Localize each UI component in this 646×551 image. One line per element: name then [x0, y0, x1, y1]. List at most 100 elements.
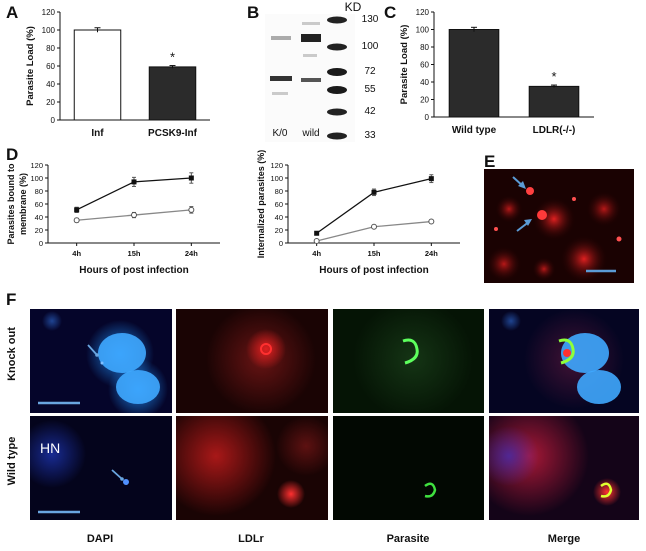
y-tick-label: 120	[42, 8, 56, 17]
y-axis-label-line: Parasites bound to	[6, 163, 16, 245]
x-tick-label: 15h	[128, 249, 141, 258]
y-tick-label: 80	[275, 187, 283, 196]
y-tick-label: 0	[425, 113, 430, 122]
point-open	[371, 223, 377, 230]
micrograph-knockout-parasite	[333, 309, 484, 413]
y-axis-label: Parasite Load (%)	[25, 26, 36, 106]
row-label-wild-type: Wild type	[6, 436, 18, 486]
x-tick-label: 4h	[312, 249, 321, 258]
blot-marker-55: 55	[364, 84, 376, 95]
panel-letter-b: B	[247, 3, 260, 22]
blot-bands	[270, 16, 347, 140]
x-tick-label: 24h	[425, 249, 438, 258]
blot-lane-k0: K/0	[272, 128, 288, 139]
micrograph-knockout-ldlr	[176, 309, 328, 413]
chart-a: 0 20 40 60 80 100 120 Inf PCSK9-Inf * Parasite Loa…	[25, 8, 210, 139]
western-blot	[265, 14, 355, 142]
y-tick-label: 40	[46, 80, 55, 89]
point-filled	[314, 230, 320, 236]
column-label-ldlr: LDLr	[238, 533, 264, 545]
bar-PCSK9-Inf	[148, 66, 197, 121]
blot-marker-42: 42	[364, 106, 376, 117]
y-tick-label: 120	[416, 8, 430, 17]
arrow	[111, 469, 123, 480]
y-axis-label-line: membrane (%)	[18, 173, 28, 235]
x-tick-label: 15h	[368, 249, 381, 258]
y-tick-label: 60	[275, 200, 283, 209]
host-nucleus-label: HN	[40, 440, 61, 456]
x-category-label: LDLR(-/-)	[533, 125, 576, 136]
column-label-merge: Merge	[547, 533, 581, 545]
y-tick-label: 100	[30, 174, 43, 183]
bar-Wild type	[448, 29, 500, 118]
column-label-dapi: DAPI	[86, 533, 114, 545]
chart-d-bound: 0 20 40 60 80 100 120 4h 15h 24h Hours of post inf…	[6, 161, 220, 276]
x-category-label: Inf	[91, 128, 104, 139]
y-tick-label: 100	[416, 26, 430, 35]
panel-letter-d: D	[6, 145, 19, 164]
y-tick-label: 40	[35, 213, 43, 222]
blot-kd-title: KD	[344, 0, 362, 14]
micrograph-wildtype-merge	[489, 416, 639, 520]
y-tick-label: 40	[275, 213, 283, 222]
arrow	[87, 344, 98, 356]
column-label-parasite: Parasite	[386, 533, 430, 545]
blot-lane-wild: wild	[302, 128, 320, 139]
bar-Inf	[73, 29, 122, 121]
bar-LDLR(-/-)	[528, 85, 580, 118]
blot-marker-33: 33	[364, 130, 376, 141]
panel-letter-a: A	[6, 3, 19, 22]
y-tick-label: 0	[39, 239, 43, 248]
x-tick-label: 4h	[72, 249, 81, 258]
y-tick-label: 80	[35, 187, 43, 196]
arrowhead	[120, 477, 124, 481]
point-filled	[188, 175, 194, 181]
significance-star: *	[551, 69, 556, 84]
y-tick-label: 60	[420, 61, 429, 70]
y-tick-label: 60	[46, 62, 55, 71]
panel-letter-e: E	[484, 152, 496, 171]
point-open	[428, 218, 435, 225]
micrograph-knockout-merge	[489, 309, 639, 413]
point-filled	[371, 189, 377, 195]
micrograph-wildtype-parasite	[333, 416, 484, 520]
y-axis-label: Parasite Load (%)	[399, 25, 410, 105]
y-tick-label: 100	[42, 26, 56, 35]
x-category-label: Wild type	[452, 125, 497, 136]
micrograph-e	[484, 169, 634, 283]
x-axis-label: Hours of post infection	[319, 265, 428, 276]
y-tick-label: 80	[46, 44, 55, 53]
point-open	[313, 238, 320, 245]
y-tick-label: 60	[35, 200, 43, 209]
x-axis-label: Hours of post infection	[79, 265, 188, 276]
chart-d-internalized: 0 20 40 60 80 100 120 4h 15h 24h Hours of post inf…	[256, 150, 460, 276]
y-tick-label: 0	[279, 239, 283, 248]
x-tick-label: 24h	[185, 249, 198, 258]
x-category-label: PCSK9-Inf	[148, 128, 198, 139]
y-tick-label: 80	[420, 43, 429, 52]
chart-c: 0 20 40 60 80 100 120 Wild type LDLR(-/-) * Parasi…	[399, 8, 594, 136]
panel-letter-c: C	[384, 3, 397, 22]
y-axis-label: Internalized parasites (%)	[256, 150, 266, 259]
y-tick-label: 120	[30, 161, 43, 170]
y-tick-label: 20	[46, 98, 55, 107]
micrograph-wildtype-dapi	[30, 416, 172, 520]
y-tick-label: 120	[270, 161, 283, 170]
point-open	[73, 217, 80, 224]
point-filled	[131, 179, 137, 185]
point-filled	[428, 176, 434, 182]
y-tick-label: 0	[51, 116, 56, 125]
micrograph-knockout-dapi	[30, 309, 172, 413]
point-filled	[74, 207, 80, 213]
arrowhead	[95, 353, 99, 357]
y-tick-label: 20	[35, 226, 43, 235]
point-open	[188, 206, 195, 213]
significance-star: *	[170, 50, 175, 65]
y-tick-label: 20	[275, 226, 283, 235]
blot-marker-100: 100	[361, 41, 379, 52]
point-open	[131, 212, 137, 219]
micrograph-wildtype-ldlr	[176, 416, 328, 520]
blot-marker-72: 72	[364, 66, 376, 77]
row-label-knock-out: Knock out	[6, 327, 18, 381]
y-tick-label: 40	[420, 78, 429, 87]
